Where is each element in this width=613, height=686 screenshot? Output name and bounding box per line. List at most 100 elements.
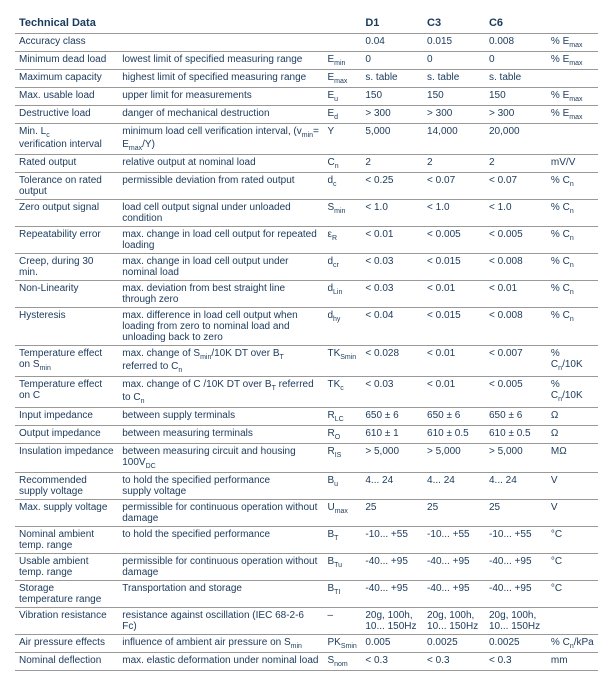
table-row: Nominal ambienttemp. rangeto hold the sp…	[15, 527, 598, 554]
cell: Minimum dead load	[15, 52, 118, 70]
cell: influence of ambient air pressure on Smi…	[118, 635, 323, 653]
cell: -40... +95	[361, 581, 423, 608]
cell: % Emax	[547, 88, 598, 106]
cell: 4... 24	[423, 473, 485, 500]
cell: Snom	[323, 653, 361, 671]
cell: Ω	[547, 426, 598, 444]
cell: 610 ± 1	[361, 426, 423, 444]
cell: < 0.25	[361, 173, 423, 200]
cell: 650 ± 6	[361, 408, 423, 426]
cell: 150	[361, 88, 423, 106]
header-row: Technical DataD1C3C6	[15, 15, 598, 34]
cell: 20g, 100h,10... 150Hz	[361, 608, 423, 635]
cell	[323, 34, 361, 52]
table-row: Temperature effect on Cmax. change of C …	[15, 377, 598, 408]
cell: 25	[485, 500, 547, 527]
cell: Max. supply voltage	[15, 500, 118, 527]
table-row: Storagetemperature rangeTransportation a…	[15, 581, 598, 608]
cell: BTu	[323, 554, 361, 581]
cell: 650 ± 6	[485, 408, 547, 426]
cell: Ed	[323, 106, 361, 124]
col-header	[547, 15, 598, 34]
cell: Insulation impedance	[15, 444, 118, 473]
cell: 0.0025	[423, 635, 485, 653]
cell: % Cn/kPa	[547, 635, 598, 653]
table-row: Non-Linearitymax. deviation from best st…	[15, 281, 598, 308]
cell: BT	[323, 527, 361, 554]
cell: % Cn	[547, 173, 598, 200]
cell: < 0.028	[361, 346, 423, 377]
cell: highest limit of specified measuring ran…	[118, 70, 323, 88]
cell: < 0.01	[423, 281, 485, 308]
cell: 20,000	[485, 124, 547, 155]
cell: < 0.03	[361, 281, 423, 308]
cell: dLin	[323, 281, 361, 308]
cell: resistance against oscillation (IEC 68-2…	[118, 608, 323, 635]
cell: dc	[323, 173, 361, 200]
cell: permissible for continuous operation wit…	[118, 554, 323, 581]
cell: 20g, 100h,10... 150Hz	[485, 608, 547, 635]
cell: < 0.008	[485, 254, 547, 281]
cell: Bu	[323, 473, 361, 500]
cell: 25	[423, 500, 485, 527]
cell: to hold the specified performance	[118, 527, 323, 554]
cell: < 0.015	[423, 254, 485, 281]
cell: < 0.07	[423, 173, 485, 200]
cell: > 5,000	[485, 444, 547, 473]
cell: 4... 24	[485, 473, 547, 500]
cell: to hold the specified performancesupply …	[118, 473, 323, 500]
cell: °C	[547, 527, 598, 554]
cell: Non-Linearity	[15, 281, 118, 308]
table-row: Destructive loaddanger of mechanical des…	[15, 106, 598, 124]
cell: upper limit for measurements	[118, 88, 323, 106]
cell: 150	[485, 88, 547, 106]
cell: Ω	[547, 408, 598, 426]
cell: < 0.005	[485, 227, 547, 254]
cell: max. difference in load cell output when…	[118, 308, 323, 346]
cell: 0.04	[361, 34, 423, 52]
table-row: Creep, during 30 min.max. change in load…	[15, 254, 598, 281]
cell: 20g, 100h,10... 150Hz	[423, 608, 485, 635]
col-header	[118, 15, 323, 34]
cell: -10... +55	[361, 527, 423, 554]
col-header: Technical Data	[15, 15, 118, 34]
cell: 2	[423, 155, 485, 173]
cell: < 0.005	[485, 377, 547, 408]
cell: max. change in load cell output for repe…	[118, 227, 323, 254]
cell: -40... +95	[485, 554, 547, 581]
table-row: Maximum capacityhighest limit of specifi…	[15, 70, 598, 88]
cell: max. change of Smin/10K DT over BT refer…	[118, 346, 323, 377]
cell: minimum load cell verification interval,…	[118, 124, 323, 155]
cell: % Cn	[547, 254, 598, 281]
cell: V	[547, 473, 598, 500]
cell: 610 ± 0.5	[423, 426, 485, 444]
cell	[118, 34, 323, 52]
cell: < 0.015	[423, 308, 485, 346]
cell: RO	[323, 426, 361, 444]
table-row: Usable ambienttemp. rangepermissible for…	[15, 554, 598, 581]
cell: -40... +95	[423, 554, 485, 581]
cell: max. elastic deformation under nominal l…	[118, 653, 323, 671]
cell: < 0.3	[361, 653, 423, 671]
cell: 650 ± 6	[423, 408, 485, 426]
cell: > 300	[423, 106, 485, 124]
cell: Destructive load	[15, 106, 118, 124]
cell: % Emax	[547, 106, 598, 124]
cell: between supply terminals	[118, 408, 323, 426]
cell: permissible deviation from rated output	[118, 173, 323, 200]
cell: mV/V	[547, 155, 598, 173]
cell: -10... +55	[423, 527, 485, 554]
cell: V	[547, 500, 598, 527]
cell: dhy	[323, 308, 361, 346]
cell: Output impedance	[15, 426, 118, 444]
cell: Storagetemperature range	[15, 581, 118, 608]
cell: s. table	[361, 70, 423, 88]
table-row: Accuracy class0.040.0150.008% Emax	[15, 34, 598, 52]
cell: 610 ± 0.5	[485, 426, 547, 444]
cell	[547, 608, 598, 635]
cell: 25	[361, 500, 423, 527]
cell: load cell output signal under unloaded c…	[118, 200, 323, 227]
table-row: Nominal deflectionmax. elastic deformati…	[15, 653, 598, 671]
cell: Repeatability error	[15, 227, 118, 254]
col-header: D1	[361, 15, 423, 34]
